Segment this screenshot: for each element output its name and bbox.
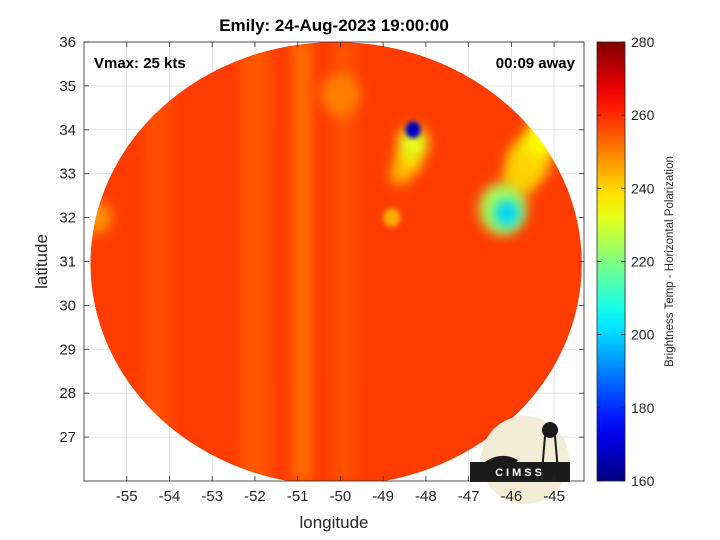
colorbar-tick-label: 280 — [631, 34, 655, 50]
y-tick-label: 36 — [59, 34, 76, 51]
colorbar-tick-label: 260 — [631, 107, 655, 123]
cold-cloud-feature — [90, 201, 112, 235]
y-tick-label: 32 — [59, 210, 76, 227]
swath-field — [90, 42, 582, 481]
cimss-logo: CIMSS — [470, 416, 570, 504]
y-axis-ticks: 27 28 29 30 31 32 33 34 35 36 — [59, 34, 584, 446]
cold-cloud-feature — [383, 208, 401, 228]
y-tick-label: 31 — [59, 254, 76, 271]
brightness-band — [332, 42, 357, 481]
x-tick-label: -50 — [330, 488, 352, 505]
y-tick-label: 34 — [59, 122, 76, 139]
y-tick-label: 33 — [59, 166, 76, 183]
cold-cloud-feature — [321, 73, 360, 116]
brightness-band — [239, 42, 270, 481]
colorbar-tick-label: 220 — [631, 254, 655, 270]
time-offset-annotation: 00:09 away — [496, 55, 576, 72]
x-tick-label: -45 — [543, 488, 565, 505]
water-tower-icon — [542, 422, 558, 438]
x-axis-label: longitude — [299, 513, 368, 532]
x-tick-label: -54 — [159, 488, 181, 505]
x-tick-label: -48 — [415, 488, 437, 505]
x-tick-label: -55 — [116, 488, 138, 505]
y-tick-label: 29 — [59, 341, 76, 358]
x-tick-label: -49 — [372, 488, 394, 505]
y-tick-label: 27 — [59, 429, 76, 446]
x-tick-label: -52 — [244, 488, 266, 505]
vmax-annotation: Vmax: 25 kts — [94, 55, 186, 72]
x-tick-label: -46 — [501, 488, 523, 505]
cold-cloud-feature — [405, 121, 421, 139]
logo-text: CIMSS — [495, 467, 545, 479]
colorbar — [596, 41, 626, 482]
y-axis-label: latitude — [32, 234, 51, 289]
brightness-swath — [90, 42, 582, 481]
x-tick-label: -53 — [201, 488, 223, 505]
cold-cloud-feature — [494, 199, 520, 228]
chart-title: Emily: 24-Aug-2023 19:00:00 — [219, 16, 449, 35]
colorbar-tick-label: 160 — [631, 473, 655, 489]
colorbar-tick-label: 200 — [631, 327, 655, 343]
y-tick-label: 28 — [59, 385, 76, 402]
colorbar-tick-label: 180 — [631, 400, 655, 416]
y-tick-label: 30 — [59, 297, 76, 314]
colorbar-ticks: 160 180 200 220 240 260 280 — [597, 34, 655, 489]
colorbar-label: Brightness Temp - Horizontal Polarizatio… — [664, 156, 676, 367]
cold-cloud-feature — [398, 126, 429, 160]
x-tick-label: -51 — [287, 488, 309, 505]
y-tick-label: 35 — [59, 78, 76, 95]
x-tick-label: -47 — [458, 488, 480, 505]
logo-banner — [470, 462, 570, 482]
brightness-band — [292, 42, 312, 481]
x-axis-ticks: -55 -54 -53 -52 -51 -50 -49 -48 -47 -46 -45 — [116, 42, 565, 505]
colorbar-tick-label: 240 — [631, 180, 655, 196]
